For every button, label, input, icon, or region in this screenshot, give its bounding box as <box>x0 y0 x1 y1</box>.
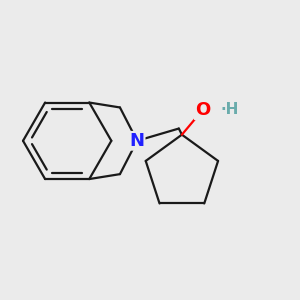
Text: O: O <box>195 101 210 119</box>
Text: ·H: ·H <box>221 101 239 116</box>
Text: N: N <box>130 132 145 150</box>
